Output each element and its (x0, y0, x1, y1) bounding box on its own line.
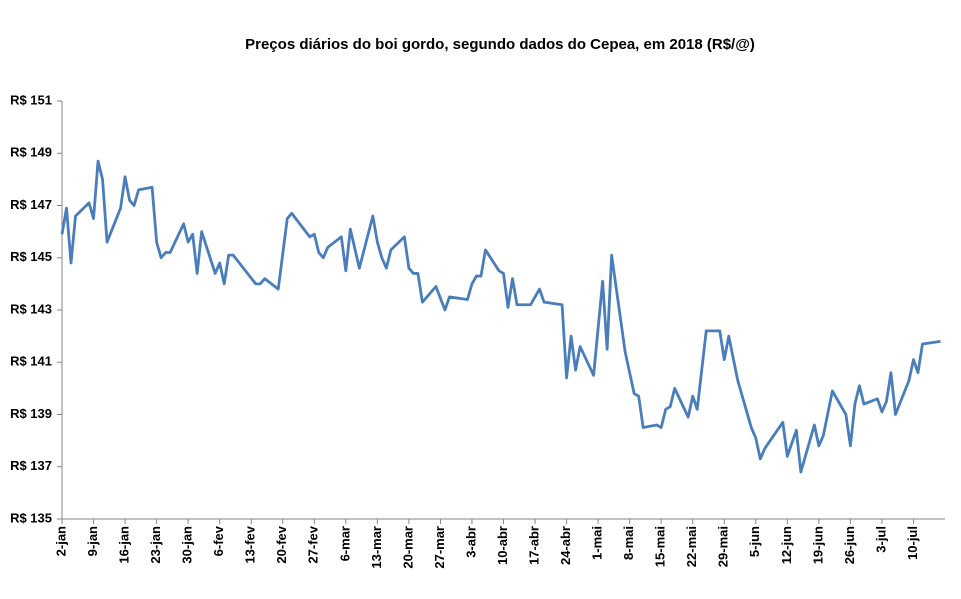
x-tick-label: 29-mai (716, 526, 731, 567)
x-tick-label: 16-jan (117, 526, 132, 564)
y-tick-label: R$ 143 (10, 301, 52, 316)
x-tick-label: 9-jan (85, 526, 100, 556)
y-tick-label: R$ 145 (10, 249, 52, 264)
y-tick-label: R$ 147 (10, 197, 52, 212)
x-tick-label: 10-jul (905, 526, 920, 560)
y-tick-label: R$ 135 (10, 510, 52, 525)
x-tick-label: 20-fev (274, 525, 289, 563)
x-tick-label: 3-jul (873, 526, 888, 553)
x-tick-label: 20-mar (400, 526, 415, 569)
x-tick-label: 1-mai (590, 526, 605, 560)
x-tick-label: 17-abr (526, 526, 541, 565)
x-tick-label: 8-mai (621, 526, 636, 560)
x-tick-label: 13-mar (369, 526, 384, 569)
y-tick-label: R$ 149 (10, 145, 52, 160)
y-tick-label: R$ 137 (10, 458, 52, 473)
x-tick-label: 6-fev (211, 525, 226, 556)
x-tick-label: 15-mai (653, 526, 668, 567)
x-tick-label: 6-mar (337, 526, 352, 561)
x-tick-label: 22-mai (684, 526, 699, 567)
x-tick-label: 2-jan (53, 526, 68, 556)
y-tick-label: R$ 141 (10, 354, 52, 369)
x-tick-label: 30-jan (180, 526, 195, 564)
price-line (60, 159, 941, 474)
x-tick-label: 27-mar (432, 526, 447, 569)
chart-title: Preços diários do boi gordo, segundo dad… (245, 36, 755, 53)
x-tick-label: 3-abr (463, 526, 478, 558)
x-tick-label: 10-abr (495, 526, 510, 565)
y-tick-label: R$ 151 (10, 92, 52, 107)
x-tick-label: 5-jun (747, 526, 762, 557)
y-tick-label: R$ 139 (10, 406, 52, 421)
x-tick-label: 27-fev (306, 525, 321, 563)
x-tick-label: 26-jun (842, 526, 857, 564)
x-tick-label: 13-fev (243, 525, 258, 563)
x-tick-label: 23-jan (148, 526, 163, 564)
x-tick-label: 12-jun (779, 526, 794, 564)
x-tick-label: 24-abr (558, 526, 573, 565)
x-tick-label: 19-jun (810, 526, 825, 564)
